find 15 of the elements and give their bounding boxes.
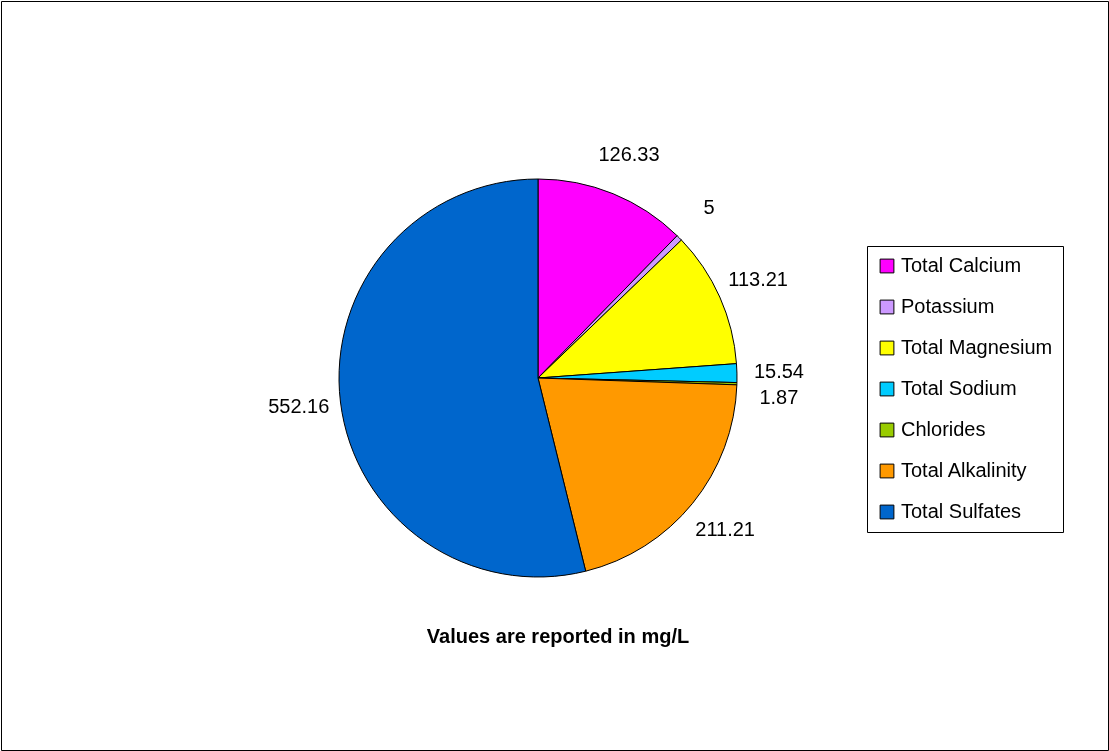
legend-label: Total Sodium	[901, 377, 1017, 399]
legend-label: Potassium	[901, 295, 995, 317]
data-label: 211.21	[695, 517, 755, 540]
legend-label: Total Sulfates	[901, 500, 1022, 522]
data-label: 1.87	[759, 386, 799, 409]
legend-label: Total Magnesium	[901, 336, 1053, 358]
legend-label: Total Calcium	[901, 254, 1022, 276]
text: Values are reported in mg/L	[426, 625, 690, 647]
data-label: 126.33	[598, 142, 660, 165]
data-label: 15.54	[753, 360, 804, 383]
legend-label: Chlorides	[901, 418, 986, 440]
legend-label: Total Alkalinity	[901, 459, 1027, 481]
data-label: 552.16	[268, 395, 330, 418]
data-label: 5	[703, 196, 715, 219]
data-label: 113.21	[728, 267, 788, 290]
